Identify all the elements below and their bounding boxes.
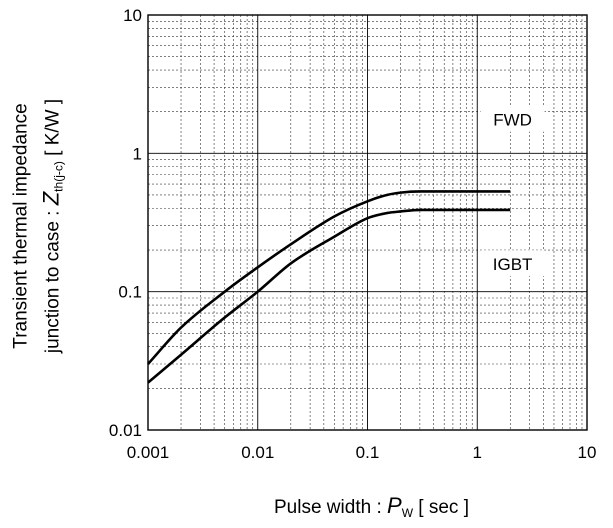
x-axis-title: Pulse width : PW [ sec ] <box>0 493 613 520</box>
x-axis-title-symbol: P <box>387 493 402 518</box>
y-axis-title-line2: junction to case : Zth(j-c) [ K/W ] <box>37 99 70 353</box>
x-tick-label: 0.01 <box>241 443 274 462</box>
y-tick-labels: 0.01 0.1 1 10 <box>109 6 142 440</box>
annotation-layer: FWD IGBT <box>480 105 545 277</box>
y-tick-label: 10 <box>123 6 142 25</box>
x-tick-label: 10 <box>578 443 597 462</box>
y-tick-label: 0.01 <box>109 421 142 440</box>
x-tick-label: 1 <box>473 443 482 462</box>
x-tick-label: 0.1 <box>356 443 380 462</box>
series-layer <box>147 190 511 384</box>
grid-minor <box>148 15 587 430</box>
grid-major <box>148 15 587 430</box>
y-axis-title-prefix: junction to case : <box>42 205 64 354</box>
y-tick-label: 1 <box>133 144 142 163</box>
y-axis-title-subscript: th(j-c) <box>51 161 66 192</box>
y-axis-title-suffix: [ K/W ] <box>42 98 64 162</box>
series-line-fwd <box>147 190 511 365</box>
annotation-igbt: IGBT <box>493 255 533 274</box>
x-tick-label: 0.001 <box>127 443 170 462</box>
x-axis-title-suffix: [ sec ] <box>413 497 469 518</box>
series-line-igbt <box>147 208 511 384</box>
y-tick-label: 0.1 <box>118 283 142 302</box>
x-axis-title-prefix: Pulse width : <box>274 497 387 518</box>
y-axis-title-container: Transient thermal impedance junction to … <box>8 16 68 436</box>
plot-frame <box>147 14 588 431</box>
annotation-bg <box>480 250 545 277</box>
annotation-bg <box>480 105 545 132</box>
x-tick-labels: 0.001 0.01 0.1 1 10 <box>127 443 597 462</box>
x-axis-title-subscript: W <box>401 506 414 520</box>
y-axis-title-line1: Transient thermal impedance <box>10 103 32 349</box>
y-axis-title-symbol: Z <box>38 191 64 206</box>
y-axis-title: Transient thermal impedance junction to … <box>7 99 70 353</box>
annotation-fwd: FWD <box>493 111 532 130</box>
